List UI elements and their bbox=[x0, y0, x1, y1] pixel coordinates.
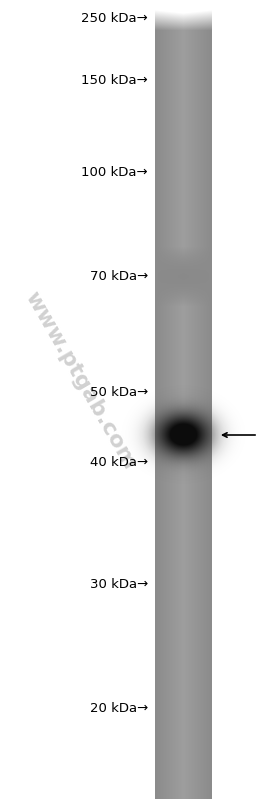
Text: 250 kDa→: 250 kDa→ bbox=[81, 11, 148, 25]
Text: 100 kDa→: 100 kDa→ bbox=[81, 166, 148, 180]
Text: 70 kDa→: 70 kDa→ bbox=[90, 269, 148, 283]
Text: 40 kDa→: 40 kDa→ bbox=[90, 455, 148, 468]
Text: 50 kDa→: 50 kDa→ bbox=[90, 387, 148, 400]
Text: 30 kDa→: 30 kDa→ bbox=[90, 578, 148, 590]
Text: www.ptgab.com: www.ptgab.com bbox=[21, 288, 139, 472]
Text: 20 kDa→: 20 kDa→ bbox=[90, 702, 148, 714]
Text: 150 kDa→: 150 kDa→ bbox=[81, 74, 148, 86]
